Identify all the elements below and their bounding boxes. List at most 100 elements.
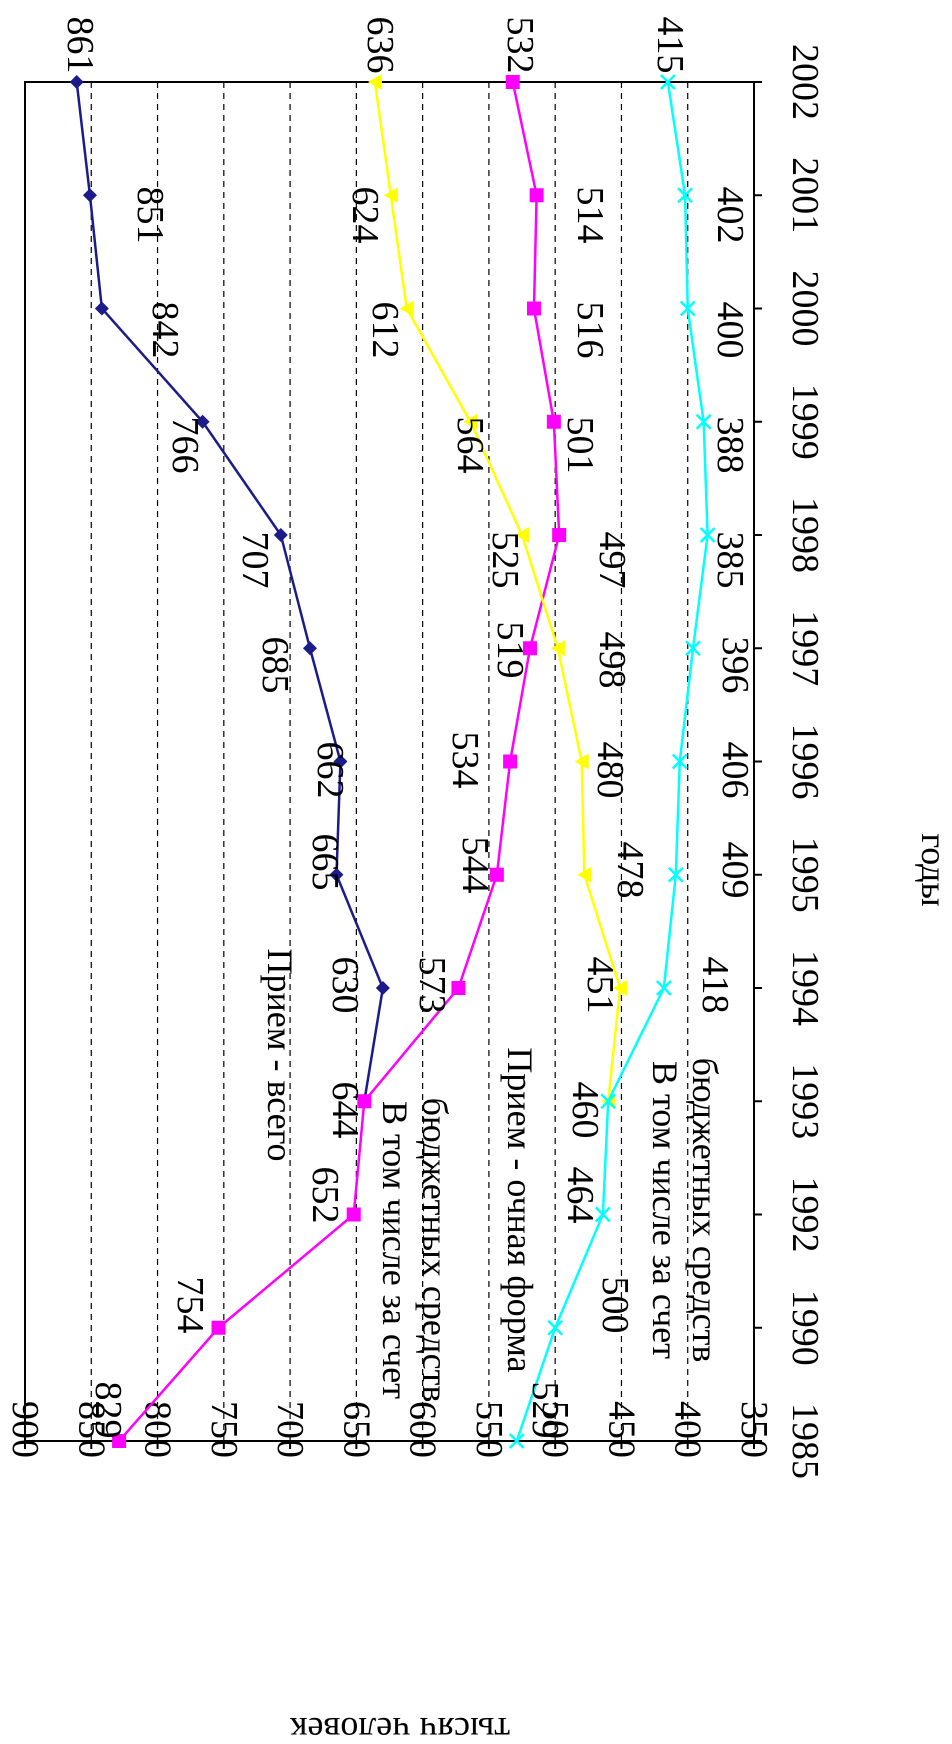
data-point xyxy=(529,188,544,203)
data-point xyxy=(69,75,84,89)
data-point xyxy=(595,1206,611,1223)
x-tick-label: 1999 xyxy=(784,384,826,460)
data-label: 451 xyxy=(579,957,621,1014)
data-label: 400 xyxy=(709,302,751,359)
data-label: 500 xyxy=(594,1277,636,1334)
series-line xyxy=(75,81,385,1102)
data-point xyxy=(695,413,712,430)
data-point xyxy=(667,866,684,883)
data-point xyxy=(346,1207,361,1222)
x-tick-label: 1998 xyxy=(784,497,826,573)
series-annotation: бюджетных средств xyxy=(685,1058,725,1363)
data-label: 409 xyxy=(714,842,756,899)
y-tick-label: 850 xyxy=(70,1401,112,1458)
data-label: 564 xyxy=(449,417,491,474)
data-point xyxy=(600,1093,617,1110)
data-label: 652 xyxy=(304,1167,346,1224)
y-tick-label: 800 xyxy=(137,1401,179,1458)
data-label: 630 xyxy=(324,957,366,1014)
data-point xyxy=(526,301,541,316)
data-point xyxy=(679,300,696,317)
data-labels: 829 754 652 644 573 544 534 519 497 501 516 514 532 6… xyxy=(59,17,756,1439)
data-point xyxy=(357,1094,372,1109)
series-line xyxy=(373,81,622,1102)
data-point xyxy=(677,187,693,204)
data-label: 498 xyxy=(591,632,633,689)
data-label: 406 xyxy=(714,742,756,799)
data-point xyxy=(671,753,688,770)
y-tick-label: 350 xyxy=(733,1401,775,1458)
data-point xyxy=(463,413,478,430)
data-point xyxy=(515,527,530,543)
data-label: 529 xyxy=(524,1382,566,1439)
data-label: 665 xyxy=(304,834,346,891)
data-point xyxy=(574,753,589,770)
data-point xyxy=(367,74,382,90)
series-annotation: В том числе за счет xyxy=(375,1101,415,1399)
data-point xyxy=(82,188,97,203)
data-label: 478 xyxy=(609,842,651,899)
y-tick-label: 400 xyxy=(667,1401,709,1458)
data-point xyxy=(577,866,592,883)
data-point xyxy=(505,75,520,89)
y-axis-title: тысяч человек xyxy=(290,1710,510,1744)
data-point xyxy=(655,980,672,996)
data-label: 612 xyxy=(364,302,406,359)
series-4 xyxy=(508,74,716,1449)
axis-ticks: 350 400 450 500 550 600 650 700 750 800 850 900 1985… xyxy=(4,44,826,1479)
data-point xyxy=(550,640,565,657)
series-2 xyxy=(112,75,567,1448)
series-1 xyxy=(69,75,390,1109)
y-tick-label: 900 xyxy=(4,1401,46,1458)
y-tick-label: 550 xyxy=(468,1401,510,1458)
data-label: 388 xyxy=(709,417,751,474)
data-point xyxy=(333,754,348,769)
data-point xyxy=(329,867,344,882)
data-label: 460 xyxy=(564,1082,606,1139)
x-tick-label: 1995 xyxy=(784,837,826,913)
data-label: 385 xyxy=(709,532,751,589)
data-point xyxy=(503,754,518,769)
series-annotation: В том числе за счет xyxy=(645,1061,685,1359)
x-tick-label: 1997 xyxy=(784,610,826,686)
data-label: 525 xyxy=(484,532,526,589)
y-tick-label: 500 xyxy=(534,1401,576,1458)
data-label: 685 xyxy=(254,637,296,694)
data-point xyxy=(112,1434,127,1448)
x-tick-label: 1994 xyxy=(784,950,826,1026)
data-label: 707 xyxy=(234,532,276,589)
data-point xyxy=(94,301,109,316)
data-label: 519 xyxy=(489,622,531,679)
data-point xyxy=(613,980,628,996)
x-tick-label: 2001 xyxy=(784,157,826,233)
data-label: 624 xyxy=(344,187,386,244)
data-label: 480 xyxy=(589,742,631,799)
data-point xyxy=(699,527,716,543)
data-label: 514 xyxy=(569,187,611,244)
data-label: 636 xyxy=(359,17,401,74)
y-tick-label: 450 xyxy=(600,1401,642,1458)
data-label: 501 xyxy=(559,417,601,474)
data-point xyxy=(659,74,676,90)
x-axis-title: годы xyxy=(914,833,952,906)
series-lines xyxy=(69,74,716,1449)
y-tick-label: 700 xyxy=(269,1401,311,1458)
data-point xyxy=(211,1320,226,1335)
data-point xyxy=(552,528,567,542)
data-label: 544 xyxy=(454,837,496,894)
y-tick-label: 650 xyxy=(335,1401,377,1458)
y-tick-label: 750 xyxy=(203,1401,245,1458)
data-label: 418 xyxy=(694,957,736,1014)
data-label: 754 xyxy=(169,1277,211,1334)
data-point xyxy=(546,414,561,429)
x-tick-label: 1993 xyxy=(784,1063,826,1139)
data-point xyxy=(451,981,466,995)
data-label: 766 xyxy=(164,417,206,474)
data-label: 861 xyxy=(59,17,101,74)
data-label: 532 xyxy=(499,17,541,74)
x-tick-label: 2002 xyxy=(784,44,826,120)
data-label: 829 xyxy=(87,1382,129,1439)
data-point xyxy=(399,300,414,317)
x-tick-label: 2000 xyxy=(784,271,826,347)
